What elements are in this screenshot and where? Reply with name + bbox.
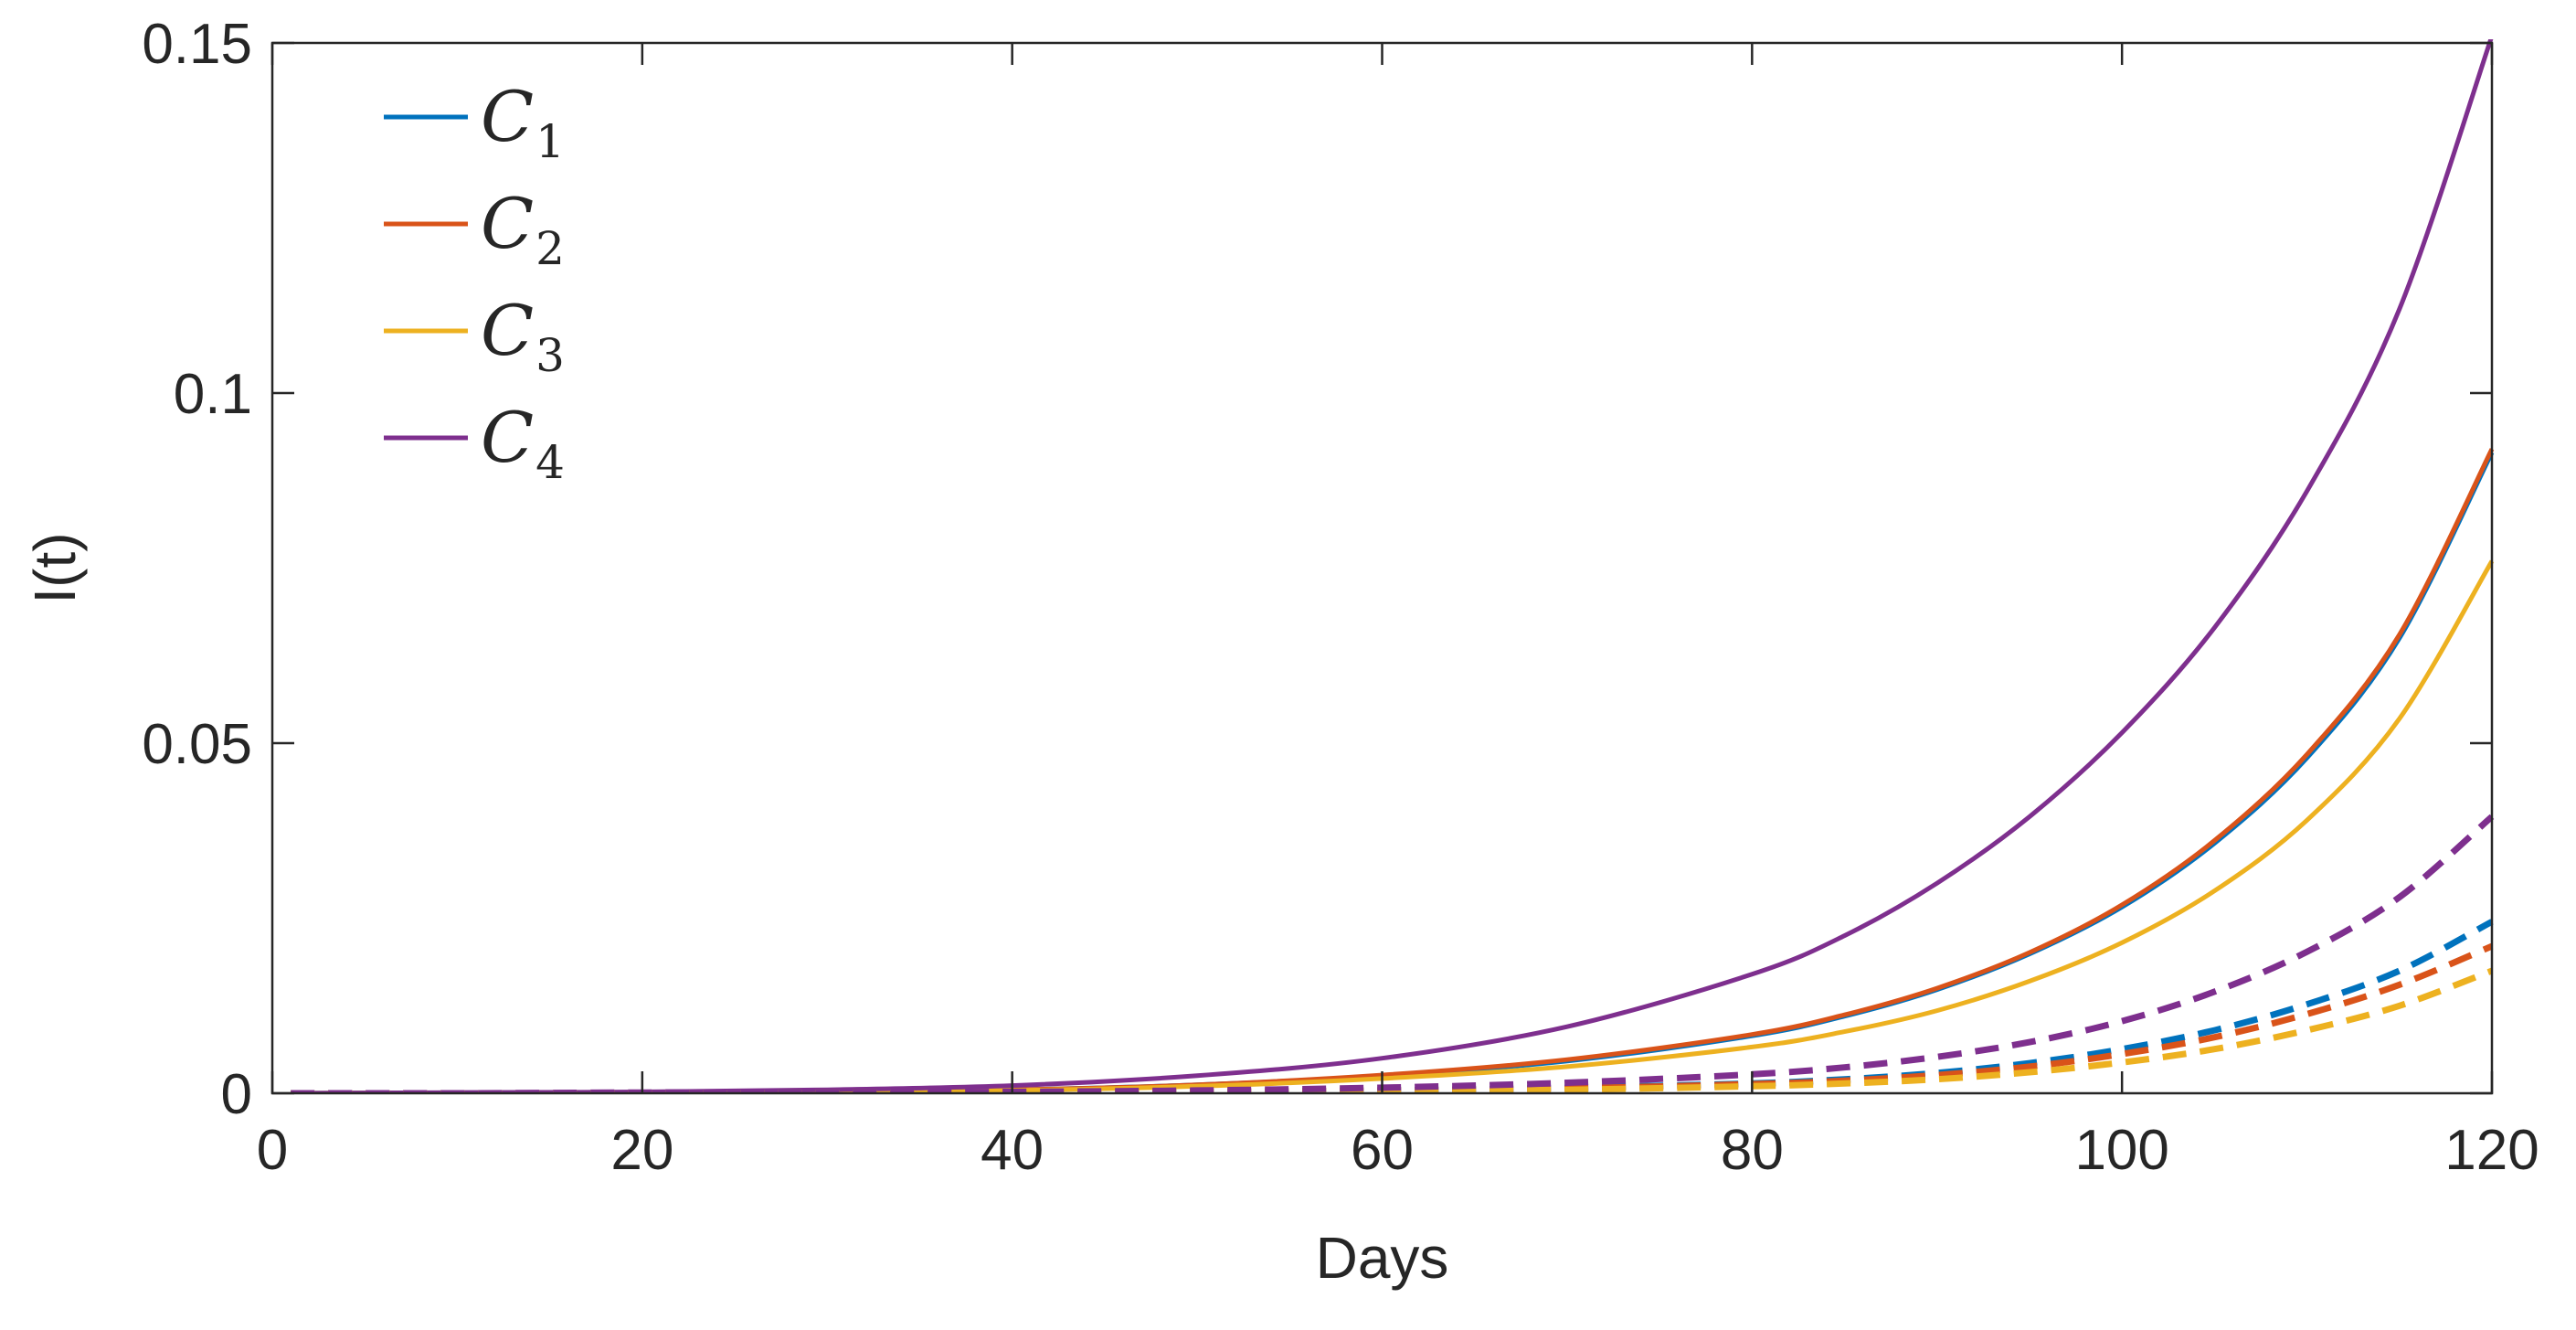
y-tick-label-0: 0: [221, 1063, 252, 1126]
legend-label-subscript-3: 3: [535, 329, 565, 382]
series-line-7-dashed: [291, 967, 2494, 1093]
x-tick-label-0: 0: [257, 1119, 288, 1182]
legend-label-subscript-1: 1: [535, 115, 565, 168]
x-tick-label-100: 100: [2074, 1119, 2168, 1182]
legend-label-main-1: C: [481, 76, 534, 157]
legend-label-2: C2: [481, 183, 565, 275]
y-tick-label-0.05: 0.05: [142, 713, 252, 776]
legend-label-subscript-2: 2: [535, 222, 565, 275]
legend-label-3: C3: [481, 290, 565, 382]
legend-label-main-4: C: [481, 397, 534, 478]
legend-label-4: C4: [481, 397, 565, 489]
legend-label-main-2: C: [481, 183, 534, 264]
x-tick-label-80: 80: [1721, 1119, 1784, 1182]
legend-label-main-3: C: [481, 290, 534, 371]
x-tick-label-60: 60: [1351, 1119, 1414, 1182]
x-tick-label-120: 120: [2444, 1119, 2539, 1182]
y-tick-label-0.1: 0.1: [174, 363, 252, 426]
x-tick-label-20: 20: [610, 1119, 673, 1182]
x-axis-title: Days: [1316, 1225, 1449, 1291]
legend-label-subscript-4: 4: [535, 436, 565, 489]
tick-layer: 0 20 40 60 80 100 120 0 0.05 0.1 0.15: [142, 13, 2539, 1182]
legend-label-1: C1: [481, 76, 565, 168]
x-tick-label-40: 40: [981, 1119, 1044, 1182]
y-tick-label-0.15: 0.15: [142, 13, 252, 76]
y-axis-title: I(t): [22, 532, 88, 603]
